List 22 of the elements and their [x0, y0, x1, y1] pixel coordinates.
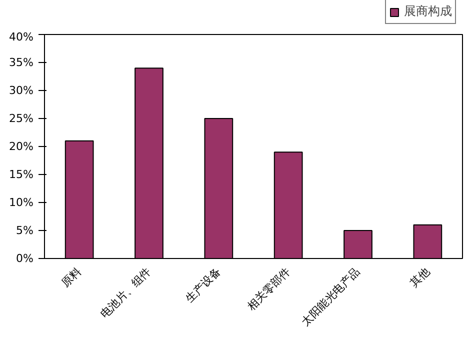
y-tick-label: 15% — [9, 168, 34, 181]
x-tick-label: 太阳能光电产品 — [298, 264, 363, 329]
x-tick-label: 生产设备 — [182, 264, 224, 306]
x-tick-label: 原料 — [59, 264, 84, 290]
bar — [413, 224, 442, 258]
bar — [204, 118, 234, 258]
legend-label: 展商构成 — [404, 3, 452, 20]
y-tick-label: 30% — [9, 84, 34, 97]
y-tick-label: 10% — [9, 196, 34, 209]
y-tick-label: 0% — [16, 252, 34, 265]
y-tick-label: 20% — [9, 140, 34, 153]
y-tick-label: 25% — [9, 112, 34, 125]
bar — [64, 140, 94, 258]
y-tick-label: 35% — [9, 56, 34, 69]
bar — [134, 68, 164, 258]
x-tick-label: 相关零部件 — [244, 264, 293, 313]
bar — [274, 152, 303, 258]
y-tick-label: 40% — [9, 30, 34, 44]
x-tick-label: 其他 — [408, 264, 432, 290]
y-tick-label: 5% — [16, 224, 34, 237]
x-tick-label: 电池片、组件 — [98, 264, 154, 321]
bar — [344, 230, 372, 258]
